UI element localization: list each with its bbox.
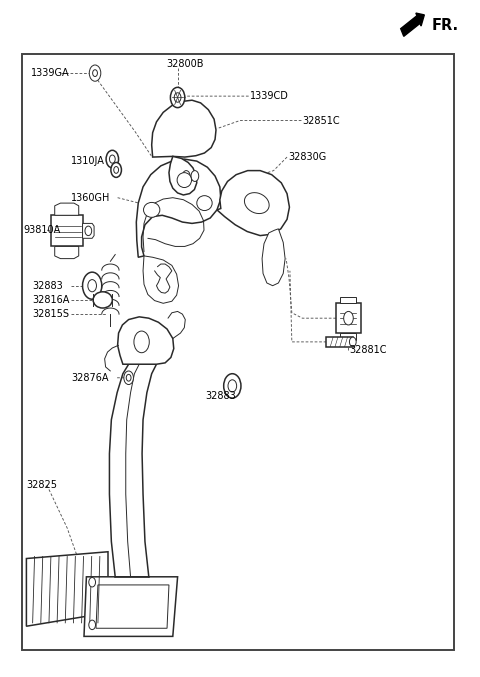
Polygon shape <box>84 577 178 636</box>
Circle shape <box>89 65 101 81</box>
Text: 32825: 32825 <box>26 481 58 490</box>
Circle shape <box>109 155 115 163</box>
Polygon shape <box>55 246 79 259</box>
Polygon shape <box>336 303 361 333</box>
Ellipse shape <box>93 292 112 308</box>
Circle shape <box>111 162 121 177</box>
Circle shape <box>182 171 190 181</box>
Circle shape <box>114 167 119 173</box>
Circle shape <box>83 272 102 299</box>
Polygon shape <box>169 156 197 195</box>
Ellipse shape <box>144 202 160 217</box>
Text: 1339CD: 1339CD <box>250 91 288 101</box>
Circle shape <box>89 577 96 587</box>
Text: 93810A: 93810A <box>23 225 60 235</box>
Circle shape <box>170 87 185 108</box>
Polygon shape <box>55 203 79 215</box>
Polygon shape <box>340 333 356 340</box>
Circle shape <box>224 374 241 398</box>
Circle shape <box>89 620 96 630</box>
Circle shape <box>174 93 181 102</box>
Ellipse shape <box>177 173 192 188</box>
Text: 1360GH: 1360GH <box>71 193 110 202</box>
Polygon shape <box>217 171 289 236</box>
Circle shape <box>124 371 133 385</box>
Polygon shape <box>262 229 285 286</box>
Polygon shape <box>51 215 83 246</box>
Ellipse shape <box>197 196 212 211</box>
Circle shape <box>191 171 199 181</box>
Text: 32881C: 32881C <box>349 345 387 355</box>
Polygon shape <box>26 552 108 626</box>
Circle shape <box>85 226 92 236</box>
Circle shape <box>228 380 237 392</box>
Polygon shape <box>152 100 216 157</box>
Circle shape <box>134 331 149 353</box>
Circle shape <box>344 311 353 325</box>
Polygon shape <box>96 585 169 628</box>
Text: 32883: 32883 <box>205 391 236 401</box>
Text: 1339GA: 1339GA <box>31 68 70 78</box>
Text: 1310JA: 1310JA <box>71 156 105 166</box>
Text: 32851C: 32851C <box>302 116 340 125</box>
Polygon shape <box>326 337 353 347</box>
Text: 32815S: 32815S <box>33 309 70 319</box>
FancyArrow shape <box>401 13 424 37</box>
Polygon shape <box>118 317 174 364</box>
Text: 32876A: 32876A <box>71 373 108 383</box>
Polygon shape <box>83 223 94 238</box>
Circle shape <box>349 337 356 347</box>
Ellipse shape <box>244 193 269 213</box>
Text: 32816A: 32816A <box>33 295 70 305</box>
Polygon shape <box>136 159 221 257</box>
Polygon shape <box>143 256 179 303</box>
Circle shape <box>106 150 119 168</box>
Polygon shape <box>340 297 356 303</box>
Text: 32830G: 32830G <box>288 152 326 162</box>
Circle shape <box>126 374 131 381</box>
Circle shape <box>88 280 96 292</box>
Text: 32883: 32883 <box>33 281 63 290</box>
Text: FR.: FR. <box>432 18 459 33</box>
Circle shape <box>93 70 97 77</box>
Text: 32800B: 32800B <box>166 60 204 69</box>
